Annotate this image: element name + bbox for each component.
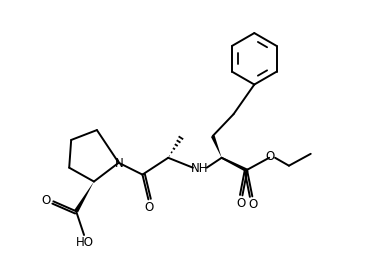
Text: HO: HO [76, 236, 94, 249]
Text: O: O [237, 197, 246, 210]
Text: O: O [249, 198, 258, 211]
Text: O: O [266, 150, 275, 163]
Text: O: O [145, 201, 154, 214]
Text: NH: NH [191, 162, 209, 175]
Polygon shape [74, 182, 94, 212]
Polygon shape [211, 135, 222, 158]
Text: O: O [42, 194, 51, 207]
Text: N: N [115, 157, 124, 170]
